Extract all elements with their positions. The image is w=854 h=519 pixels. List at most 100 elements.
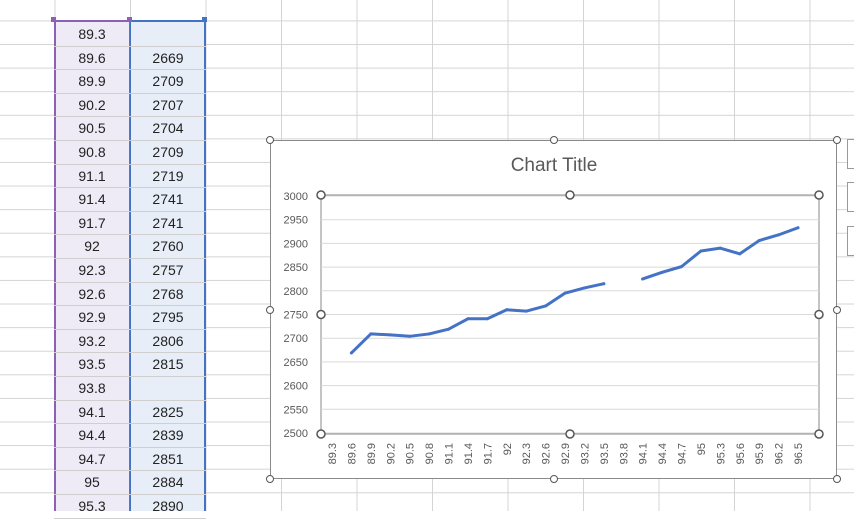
- cell-a[interactable]: 90.8: [54, 141, 130, 165]
- data-point: [796, 226, 800, 230]
- cell-a[interactable]: 92.6: [54, 283, 130, 307]
- cell-b[interactable]: 2890: [130, 495, 206, 519]
- cell-a[interactable]: 93.5: [54, 353, 130, 377]
- data-point: [349, 351, 353, 355]
- chart-resize-handle[interactable]: [266, 475, 274, 483]
- cell-b[interactable]: 2851: [130, 448, 206, 472]
- cell-b[interactable]: 2795: [130, 306, 206, 330]
- range-handle-a-right[interactable]: [127, 17, 132, 22]
- cell-b[interactable]: 2719: [130, 165, 206, 189]
- y-tick-label: 2800: [284, 286, 308, 298]
- cell-b[interactable]: [130, 377, 206, 401]
- cell-a[interactable]: 92.9: [54, 306, 130, 330]
- cell-b[interactable]: 2815: [130, 353, 206, 377]
- cell-a[interactable]: 93.8: [54, 377, 130, 401]
- cell-b[interactable]: 2839: [130, 424, 206, 448]
- cell-b[interactable]: 2669: [130, 47, 206, 71]
- series-line[interactable]: [641, 226, 800, 281]
- cell-a[interactable]: 89.3: [54, 23, 130, 47]
- line-chart: Chart Title 2500 2550 2600 2650 2700 2750 2800…: [284, 155, 824, 464]
- x-tick-label: 91.7: [482, 443, 494, 464]
- cell-b[interactable]: 2709: [130, 70, 206, 94]
- column-a-selection[interactable]: [54, 20, 130, 511]
- cell-b[interactable]: 2825: [130, 401, 206, 425]
- plot-area-handle[interactable]: [316, 309, 326, 320]
- cell-a[interactable]: 90.5: [54, 117, 130, 141]
- x-tick-label: 95.6: [735, 443, 747, 464]
- cell-a[interactable]: 89.9: [54, 70, 130, 94]
- chart-resize-handle[interactable]: [833, 305, 841, 314]
- chart-title[interactable]: Chart Title: [511, 155, 598, 176]
- range-handle-a[interactable]: [51, 17, 56, 22]
- cell-b[interactable]: 2884: [130, 471, 206, 495]
- x-tick-label: 89.6: [346, 443, 358, 464]
- chart-resize-handle[interactable]: [833, 475, 841, 483]
- x-tick-label: 94.1: [638, 443, 650, 464]
- chart-resize-handle[interactable]: [266, 305, 274, 314]
- cell-a[interactable]: 94.1: [54, 401, 130, 425]
- chart-resize-handle[interactable]: [266, 136, 274, 144]
- cell-a[interactable]: 89.6: [54, 47, 130, 71]
- cell-a[interactable]: 93.2: [54, 330, 130, 354]
- cell-a[interactable]: 91.1: [54, 165, 130, 189]
- chart-object[interactable]: Chart Title 2500 2550 2600 2650 2700 2750 2800…: [270, 140, 837, 479]
- cell-a[interactable]: 91.7: [54, 212, 130, 236]
- cell-b[interactable]: 2707: [130, 94, 206, 118]
- cell-a[interactable]: 95.3: [54, 495, 130, 519]
- x-tick-label: 92.3: [521, 443, 533, 464]
- data-point: [524, 309, 528, 313]
- plot-area-handle[interactable]: [814, 309, 824, 320]
- y-tick-label: 2900: [284, 238, 308, 250]
- cell-a[interactable]: 92.3: [54, 259, 130, 283]
- cell-b[interactable]: 2768: [130, 283, 206, 307]
- cell-a[interactable]: 92: [54, 235, 130, 259]
- data-point: [602, 282, 606, 286]
- y-tick-label: 2650: [284, 357, 308, 369]
- chart-elements-button[interactable]: [847, 139, 854, 169]
- x-tick-label: 91.1: [444, 443, 456, 464]
- cell-b[interactable]: 2806: [130, 330, 206, 354]
- x-tick-label: 90.2: [385, 443, 397, 464]
- data-point: [485, 317, 489, 321]
- data-point: [738, 252, 742, 256]
- x-tick-label: 90.5: [405, 443, 417, 464]
- cell-b[interactable]: 2757: [130, 259, 206, 283]
- x-tick-label: 95: [696, 443, 708, 455]
- x-tick-label: 95.9: [754, 443, 766, 464]
- y-tick-label: 2550: [284, 404, 308, 416]
- plot-area-handle[interactable]: [565, 429, 575, 439]
- plot-area-handle[interactable]: [814, 190, 824, 200]
- cell-b[interactable]: 2760: [130, 235, 206, 259]
- cell-b[interactable]: 2704: [130, 117, 206, 141]
- plot-area-handle[interactable]: [316, 190, 326, 200]
- cell-b[interactable]: [130, 23, 206, 47]
- cell-a[interactable]: 94.7: [54, 448, 130, 472]
- column-b-selection[interactable]: [130, 20, 206, 511]
- x-tick-label: 93.2: [579, 443, 591, 464]
- plot-area-handle[interactable]: [565, 190, 575, 200]
- plot-area-handle[interactable]: [814, 429, 824, 439]
- x-tick-label: 91.4: [463, 443, 475, 464]
- cell-b[interactable]: 2741: [130, 212, 206, 236]
- x-tick-label: 92: [502, 443, 514, 455]
- x-tick-label: 93.5: [599, 443, 611, 464]
- cell-a[interactable]: 91.4: [54, 188, 130, 212]
- range-handle-b[interactable]: [202, 17, 207, 22]
- x-tick-label: 94.4: [657, 443, 669, 464]
- cell-a[interactable]: 90.2: [54, 94, 130, 118]
- cell-a[interactable]: 94.4: [54, 424, 130, 448]
- series-line[interactable]: [349, 282, 606, 355]
- cell-b[interactable]: 2741: [130, 188, 206, 212]
- x-tick-label: 96.5: [793, 443, 805, 464]
- chart-filters-button[interactable]: [847, 226, 854, 256]
- chart-resize-handle[interactable]: [549, 475, 558, 483]
- chart-resize-handle[interactable]: [833, 136, 841, 144]
- cell-b[interactable]: 2709: [130, 141, 206, 165]
- cell-a[interactable]: 95: [54, 471, 130, 495]
- data-point: [427, 332, 431, 336]
- plot-area-handle[interactable]: [316, 429, 326, 439]
- y-tick-label: 2850: [284, 262, 308, 274]
- chart-styles-button[interactable]: [847, 182, 854, 212]
- chart-resize-handle[interactable]: [549, 136, 558, 144]
- x-tick-label: 89.9: [366, 443, 378, 464]
